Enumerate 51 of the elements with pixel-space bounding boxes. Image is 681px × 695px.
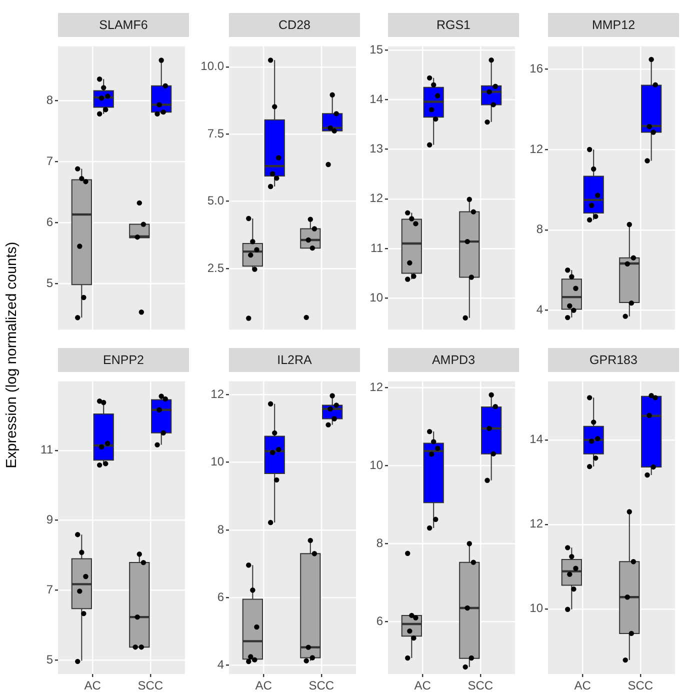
x-tick-label: AC <box>84 678 102 693</box>
y-axis-title: Expression (log normalized counts) <box>4 242 20 468</box>
y-tick-label: 5.0 <box>207 194 224 208</box>
y-tick-label: 5 <box>46 276 54 290</box>
y-tick-label: 14 <box>370 92 384 106</box>
chart-title: IL2RA <box>229 348 360 372</box>
y-tick-label: 7.5 <box>207 126 224 140</box>
y-tick-label: 11 <box>40 442 54 457</box>
x-tick-label: AC <box>414 678 432 693</box>
y-tick-label: 9 <box>46 512 54 527</box>
y-tick-label: 14 <box>530 432 544 446</box>
x-tick-label: SCC <box>628 678 654 693</box>
chart-title: CD28 <box>229 13 360 37</box>
y-tick-label: 12 <box>530 516 544 531</box>
y-tick-label: 8 <box>536 222 544 236</box>
chart-title: AMPD3 <box>388 348 519 372</box>
chart-title: ENPP2 <box>58 348 189 372</box>
y-tick-label: 10.0 <box>200 59 224 74</box>
y-tick-label: 12 <box>370 191 384 206</box>
chart-title: SLAMF6 <box>58 13 189 37</box>
y-tick-label: 10 <box>210 454 224 469</box>
y-tick-label: 6 <box>217 590 224 604</box>
y-tick-label: 6 <box>46 214 54 229</box>
y-tick-label: 2.5 <box>207 260 224 275</box>
y-tick-label: 6 <box>376 614 384 628</box>
y-tick-label: 7 <box>46 582 54 596</box>
y-tick-label: 8 <box>46 92 54 107</box>
y-tick-label: 8 <box>217 522 224 536</box>
y-tick-label: 12 <box>530 142 544 156</box>
y-tick-label: 7 <box>46 154 54 168</box>
y-tick-label: 8 <box>376 536 384 550</box>
y-tick-label: 10 <box>530 601 544 616</box>
x-tick-label: AC <box>574 678 592 693</box>
y-tick-label: 4 <box>217 658 224 672</box>
y-tick-label: 11 <box>370 240 384 255</box>
y-tick-label: 5 <box>46 652 54 666</box>
chart-title: MMP12 <box>548 13 679 37</box>
x-tick-label: SCC <box>468 678 494 693</box>
x-tick-label: SCC <box>138 678 164 693</box>
y-tick-label: 16 <box>530 61 544 76</box>
y-tick-label: 10 <box>370 458 384 472</box>
x-tick-label: AC <box>255 678 272 693</box>
y-tick-label: 10 <box>370 290 384 304</box>
y-tick-label: 12 <box>370 380 384 394</box>
chart-title: GPR183 <box>548 348 679 372</box>
y-tick-label: 12 <box>210 387 224 402</box>
y-tick-label: 4 <box>536 302 544 317</box>
x-tick-label: SCC <box>308 678 334 693</box>
y-tick-label: 15 <box>370 42 384 56</box>
y-tick-label: 13 <box>370 142 384 156</box>
chart-title: RGS1 <box>388 13 519 37</box>
